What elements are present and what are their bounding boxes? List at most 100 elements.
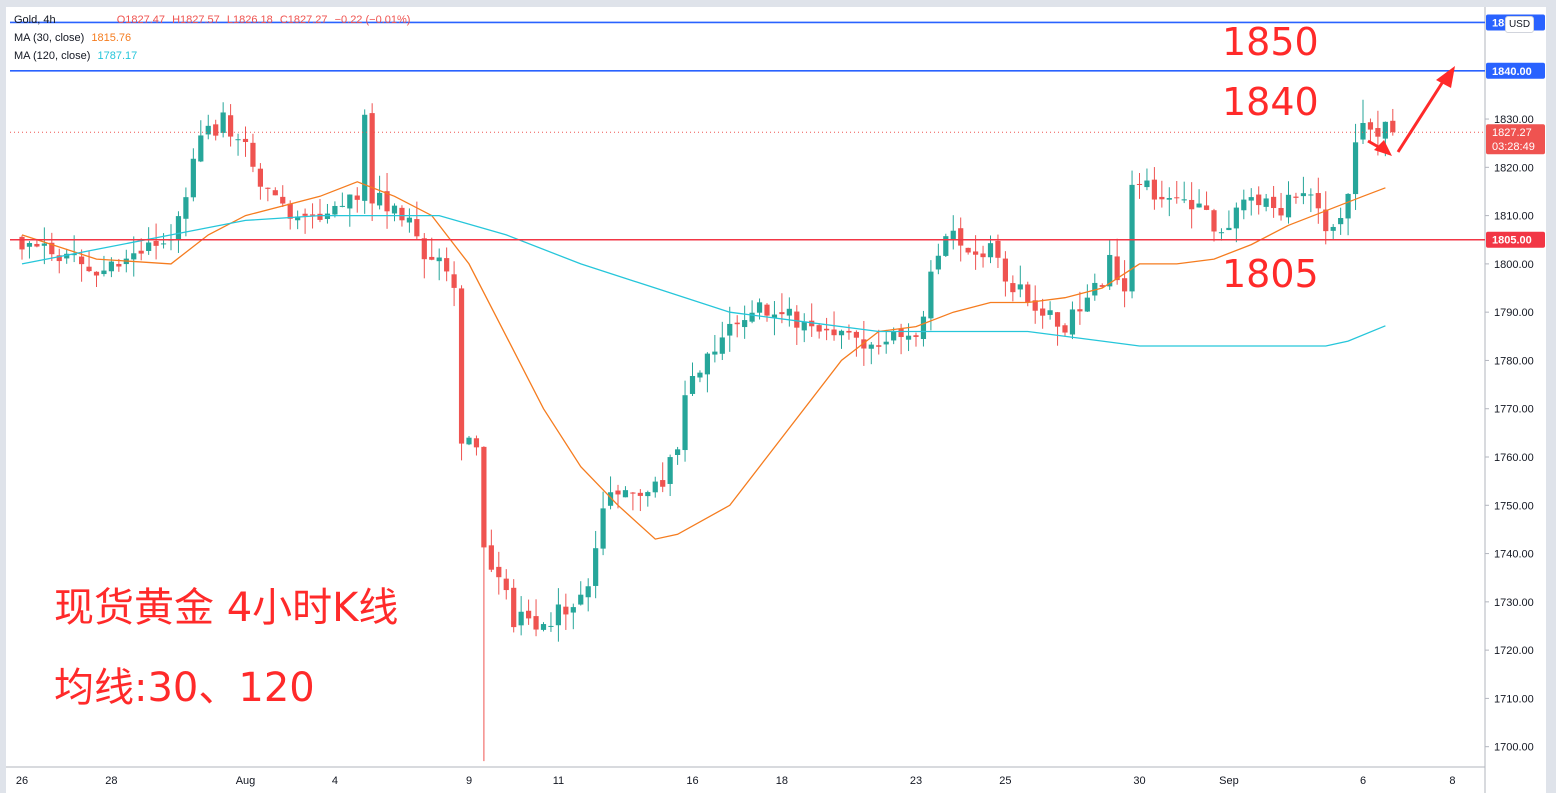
- candle-body: [49, 242, 55, 255]
- candle-body: [712, 351, 718, 355]
- y-tick-label: 1780.00: [1494, 355, 1534, 367]
- candle-body: [64, 253, 70, 259]
- candle-body: [675, 449, 681, 456]
- bar-countdown: 03:28:49: [1492, 141, 1535, 153]
- x-tick-label: 28: [105, 775, 117, 787]
- candle-body: [101, 270, 107, 275]
- candle-body: [645, 492, 651, 497]
- candle-body: [1271, 196, 1277, 209]
- candle-body: [347, 194, 353, 209]
- candle-body: [1166, 198, 1172, 200]
- x-tick-label: 8: [1449, 775, 1455, 787]
- symbol-name: Gold: [14, 14, 38, 26]
- candle-body: [1129, 184, 1135, 292]
- candle-body: [496, 566, 502, 578]
- candle-body: [734, 322, 740, 325]
- candle-body: [362, 114, 368, 201]
- candle-body: [287, 203, 293, 219]
- candle-body: [1241, 199, 1247, 211]
- candle-body: [689, 376, 696, 394]
- candles-group: [19, 99, 1396, 762]
- candle-body: [272, 190, 278, 196]
- ohlc-change: −0.22 (−0.01%): [334, 14, 411, 26]
- candle-body: [898, 328, 904, 337]
- candle-body: [205, 125, 211, 135]
- candle-body: [414, 219, 420, 237]
- price-tag-1805: 1805.00: [1492, 235, 1532, 247]
- candle-body: [481, 446, 487, 548]
- candle-body: [1084, 297, 1090, 312]
- candle-body: [876, 345, 882, 347]
- x-tick-label: 26: [16, 775, 28, 787]
- candle-body: [742, 320, 748, 328]
- price-tag-1805-bg: [1486, 231, 1545, 248]
- candle-body: [429, 256, 435, 260]
- candle-body: [585, 586, 591, 598]
- symbol-interval: 4h: [43, 14, 56, 26]
- price-tag-current-bg: [1486, 124, 1545, 155]
- candle-body: [891, 330, 897, 341]
- candle-body: [228, 115, 234, 137]
- candle-body: [1203, 205, 1210, 210]
- y-tick-label: 1710.00: [1494, 693, 1534, 705]
- candle-body: [652, 481, 658, 493]
- candle-body: [1300, 193, 1306, 197]
- ma120-value: 1787.17: [97, 50, 138, 62]
- candle-body: [317, 213, 323, 220]
- candle-body: [436, 257, 442, 262]
- candle-body: [548, 625, 554, 627]
- x-tick-label: 30: [1133, 775, 1145, 787]
- candle-body: [1144, 180, 1150, 188]
- arrow-down-head: [1374, 140, 1392, 156]
- candle-body: [1293, 196, 1299, 198]
- candle-body: [593, 548, 599, 586]
- candle-body: [1136, 183, 1143, 185]
- candle-body: [235, 139, 241, 141]
- candle-body: [570, 607, 576, 613]
- candle-body: [1151, 179, 1157, 200]
- candle-body: [980, 253, 986, 258]
- candle-body: [853, 331, 859, 338]
- ohlc-close: C1827.27: [279, 14, 328, 26]
- candle-body: [190, 158, 196, 198]
- ma120-legend[interactable]: MA (120, close) 1787.17: [14, 50, 137, 62]
- ma30-line: [21, 181, 1386, 540]
- candle-body: [846, 330, 852, 333]
- candle-body: [660, 480, 666, 487]
- candle-body: [160, 243, 167, 245]
- candle-body: [1308, 194, 1314, 196]
- x-tick-label: Sep: [1219, 775, 1239, 787]
- candle-body: [764, 304, 770, 316]
- candle-body: [79, 256, 85, 265]
- arrow-up-shaft: [1396, 79, 1446, 153]
- ma120-label: MA (120, close): [14, 50, 91, 62]
- candle-body: [935, 255, 941, 270]
- candle-body: [1092, 282, 1098, 296]
- annotation-title: 现货黄金 4小时K线: [54, 585, 399, 631]
- candle-body: [779, 312, 785, 315]
- candle-body: [861, 339, 867, 349]
- ma30-legend[interactable]: MA (30, close) 1815.76: [14, 32, 131, 44]
- candle-body: [868, 344, 874, 349]
- candle-body: [809, 320, 815, 327]
- currency-badge[interactable]: USD: [1505, 16, 1534, 33]
- y-tick-label: 1700.00: [1494, 742, 1534, 754]
- x-tick-label: 18: [776, 775, 788, 787]
- candle-body: [786, 308, 792, 316]
- candle-body: [1017, 284, 1023, 290]
- right-frame: [1546, 7, 1556, 793]
- x-tick-label: 23: [910, 775, 922, 787]
- y-tick-label: 1760.00: [1494, 452, 1534, 464]
- candle-body: [302, 213, 308, 216]
- candle-body: [1122, 278, 1128, 292]
- candle-body: [995, 240, 1001, 258]
- candle-body: [965, 247, 971, 253]
- candle-body: [26, 243, 33, 247]
- candle-body: [1218, 232, 1225, 234]
- candle-body: [1040, 308, 1046, 316]
- candle-body: [391, 205, 398, 214]
- candle-body: [1248, 197, 1254, 201]
- candle-body: [93, 271, 100, 276]
- candle-body: [1278, 207, 1284, 216]
